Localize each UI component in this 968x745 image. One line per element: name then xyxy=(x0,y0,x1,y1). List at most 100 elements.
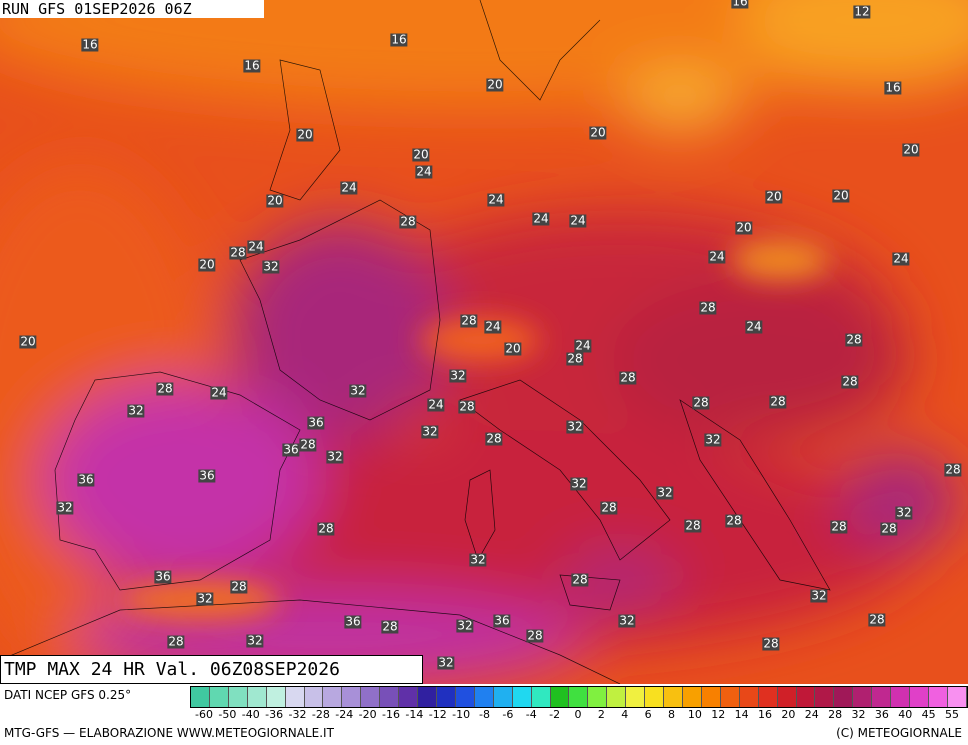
color-swatch xyxy=(436,687,456,707)
scale-tick-label: -8 xyxy=(479,708,490,721)
scale-tick-label: 32 xyxy=(851,708,866,721)
color-swatch xyxy=(947,687,967,707)
map-label: 28 xyxy=(571,572,589,587)
map-label: 32 xyxy=(810,588,828,603)
map-label: 28 xyxy=(229,245,247,260)
map-label: 28 xyxy=(299,437,317,452)
map-label: 36 xyxy=(198,468,216,483)
color-swatch xyxy=(834,687,854,707)
color-swatch xyxy=(323,687,343,707)
map-label: 20 xyxy=(832,188,850,203)
color-swatch xyxy=(607,687,627,707)
map-label: 28 xyxy=(600,500,618,515)
map-label: 36 xyxy=(154,569,172,584)
map-label: 28 xyxy=(769,394,787,409)
map-label: 24 xyxy=(892,251,910,266)
color-swatch xyxy=(191,687,210,707)
map-label: 28 xyxy=(167,634,185,649)
color-swatch xyxy=(777,687,797,707)
map-label: 28 xyxy=(699,300,717,315)
color-swatch xyxy=(342,687,362,707)
scale-tick-label: -40 xyxy=(241,708,260,721)
map-label: 32 xyxy=(246,633,264,648)
scale-tick-label: 24 xyxy=(804,708,819,721)
scale-tick-label: 4 xyxy=(621,708,629,721)
scale-tick-label: -12 xyxy=(428,708,447,721)
color-swatch xyxy=(304,687,324,707)
scale-tick-label: -20 xyxy=(358,708,377,721)
map-label: 36 xyxy=(307,415,325,430)
map-label: 20 xyxy=(902,142,920,157)
map-label: 28 xyxy=(619,370,637,385)
map-label: 20 xyxy=(765,189,783,204)
map-label: 36 xyxy=(282,442,300,457)
scale-tick-label: -4 xyxy=(525,708,537,721)
scale-tick-label: 36 xyxy=(874,708,889,721)
scale-tick-label: 0 xyxy=(574,708,582,721)
map-label: 32 xyxy=(570,476,588,491)
map-label: 28 xyxy=(458,399,476,414)
color-swatch xyxy=(512,687,532,707)
color-swatch xyxy=(228,687,248,707)
map-label: 32 xyxy=(618,613,636,628)
scale-tick-label: -32 xyxy=(288,708,307,721)
map-label: 24 xyxy=(708,249,726,264)
data-source: DATI NCEP GFS 0.25° xyxy=(4,688,132,702)
color-swatch xyxy=(418,687,437,707)
map-label: 36 xyxy=(77,472,95,487)
color-swatch xyxy=(399,687,419,707)
scale-tick-label: 20 xyxy=(781,708,796,721)
map-label: 28 xyxy=(841,374,859,389)
map-label: 32 xyxy=(349,383,367,398)
map-label: 32 xyxy=(656,485,674,500)
color-swatch xyxy=(910,687,929,707)
scale-tick-label: 10 xyxy=(687,708,702,721)
map-label: 28 xyxy=(460,313,478,328)
scale-tick-label: 28 xyxy=(828,708,843,721)
scale-tick-label: -24 xyxy=(335,708,354,721)
map-label: 32 xyxy=(421,424,439,439)
copyright: (C) METEOGIORNALE xyxy=(836,726,962,740)
map-label: 24 xyxy=(484,319,502,334)
scale-tick-label: -50 xyxy=(218,708,237,721)
color-swatch xyxy=(720,687,740,707)
scale-tick-label: 55 xyxy=(945,708,959,721)
map-label: 32 xyxy=(566,419,584,434)
map-label: 24 xyxy=(247,239,265,254)
scale-tick-label: 8 xyxy=(668,708,675,721)
scale-tick-label: -2 xyxy=(549,708,561,721)
map-label: 32 xyxy=(196,591,214,606)
map-label: 24 xyxy=(487,192,505,207)
color-swatch xyxy=(455,687,475,707)
map-label: 20 xyxy=(589,125,607,140)
map-label: 32 xyxy=(437,655,455,670)
scale-tick-label: 45 xyxy=(921,708,936,721)
scale-tick-label: 2 xyxy=(597,708,605,721)
map-label: 36 xyxy=(344,614,362,629)
color-swatch xyxy=(739,687,759,707)
map-label: 28 xyxy=(485,431,503,446)
color-swatch xyxy=(796,687,816,707)
map-label: 32 xyxy=(456,618,474,633)
map-label: 28 xyxy=(230,579,248,594)
map-label: 32 xyxy=(449,368,467,383)
color-swatch xyxy=(815,687,835,707)
color-swatch xyxy=(285,687,305,707)
map-label: 24 xyxy=(340,180,358,195)
map-label: 28 xyxy=(830,519,848,534)
scale-tick-label: -28 xyxy=(311,708,330,721)
map-label: 32 xyxy=(704,432,722,447)
scale-tick-label: -14 xyxy=(405,708,424,721)
scale-tick-label: -16 xyxy=(382,708,400,721)
map-label: 28 xyxy=(156,381,174,396)
color-scale-ticks: -60 -50 -40 -36 -32 -28 -24 -20 -16 -14 -12 -10 -8 -6… xyxy=(190,708,966,722)
scale-tick-label: -10 xyxy=(452,708,471,721)
scale-tick-label: 16 xyxy=(758,708,772,721)
temperature-map xyxy=(0,0,968,684)
map-label: 20 xyxy=(19,334,37,349)
map-label: 20 xyxy=(296,127,314,142)
map-label: 20 xyxy=(412,147,430,162)
map-label: 16 xyxy=(731,0,749,9)
map-label: 28 xyxy=(526,628,544,643)
map-label: 32 xyxy=(56,500,74,515)
